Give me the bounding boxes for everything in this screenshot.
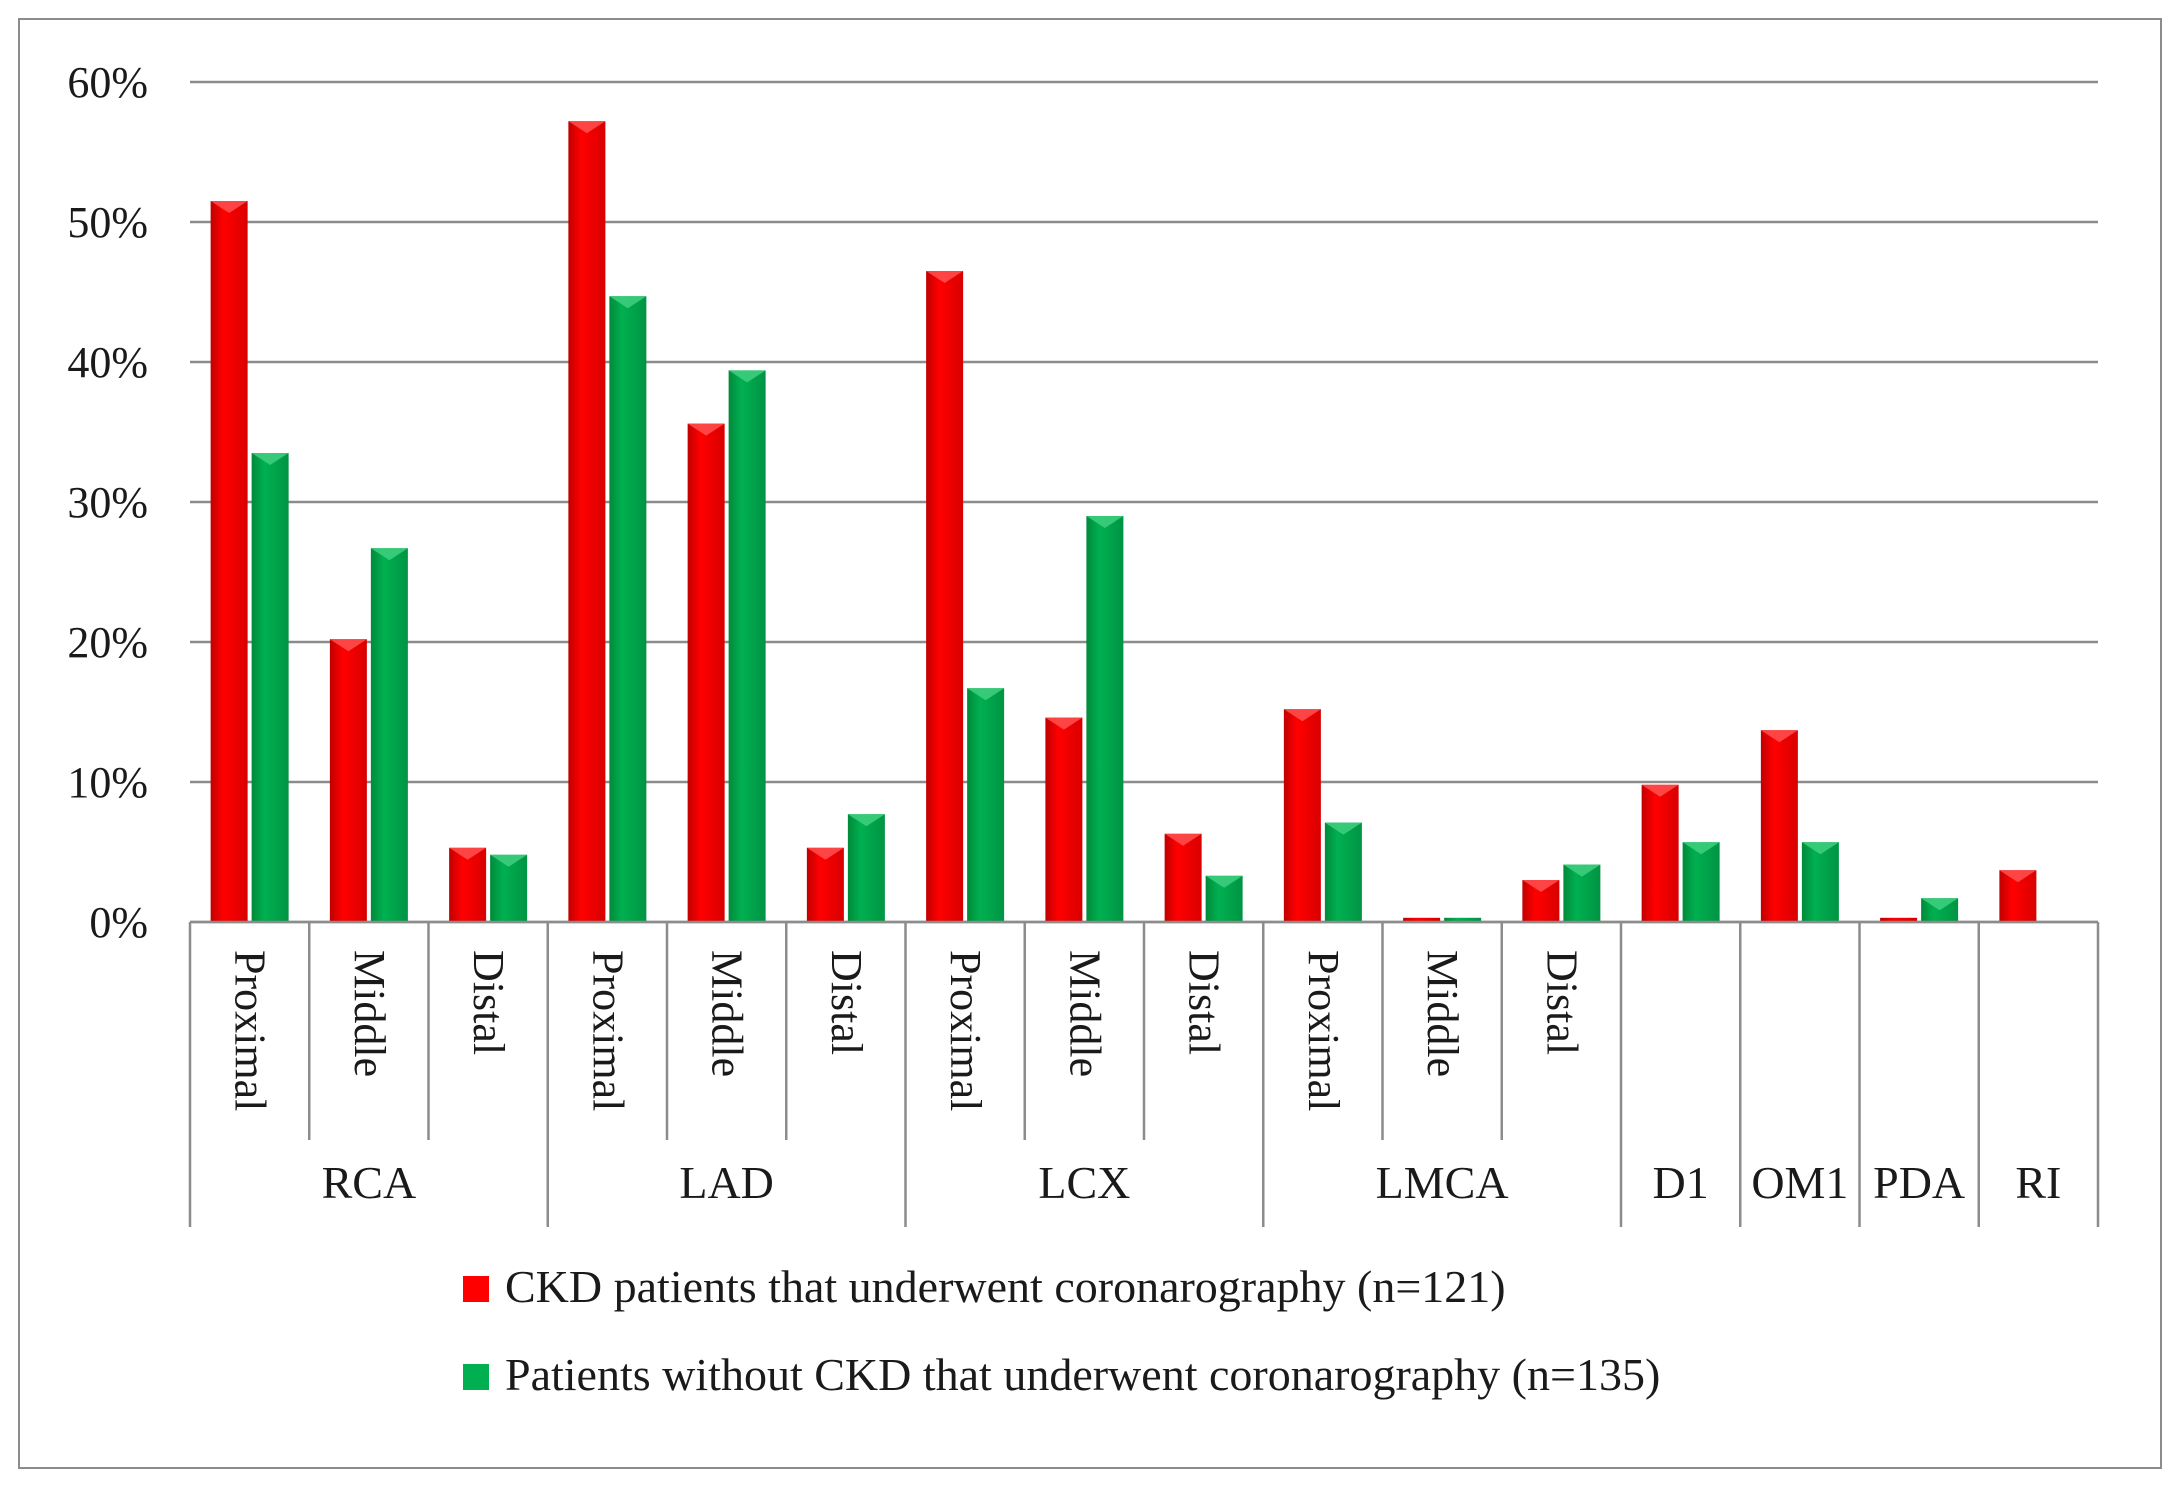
bars: [210, 121, 2037, 922]
bar-bevel: [1563, 864, 1601, 877]
bar-bevel: [210, 201, 248, 213]
bar-bevel: [568, 121, 606, 134]
bar-non-ckd: [1682, 842, 1720, 922]
y-tick-label: 50%: [67, 198, 148, 247]
y-tick-label: 0%: [89, 898, 148, 947]
bar-bevel: [449, 847, 487, 860]
x-sublabel: Middle: [1418, 950, 1467, 1077]
bar-non-ckd: [609, 296, 647, 922]
bar-ckd: [1045, 717, 1083, 922]
bar-non-ckd: [1324, 822, 1362, 922]
bar-ckd: [1641, 784, 1679, 922]
bar-ckd: [1403, 917, 1441, 922]
bar-bevel: [1760, 730, 1798, 743]
bar-bevel: [490, 854, 528, 867]
x-group-label: RCA: [322, 1157, 417, 1208]
x-group-label: OM1: [1751, 1157, 1848, 1208]
gridlines: [190, 80, 2098, 924]
bar-ckd: [1760, 730, 1798, 922]
legend-swatch-non-ckd: [463, 1364, 489, 1390]
x-sublabel: Proximal: [941, 950, 990, 1111]
bar-ckd: [1164, 833, 1202, 922]
legend-label-ckd: CKD patients that underwent coronarograp…: [505, 1261, 1506, 1312]
bar-bevel: [1086, 516, 1124, 528]
bar-bevel: [1164, 833, 1202, 846]
bar-non-ckd: [1086, 516, 1124, 922]
x-sublabel: Proximal: [1299, 950, 1348, 1111]
x-axis: Proximal Middle Distal Proximal Middle Distal…: [188, 920, 2100, 1227]
bar-non-ckd: [1444, 917, 1482, 922]
y-tick-label: 20%: [67, 618, 148, 667]
bar-non-ckd: [370, 548, 408, 922]
bar-bevel: [1045, 717, 1083, 730]
x-sublabel: Distal: [1537, 950, 1586, 1055]
bar-ckd: [210, 201, 248, 922]
bar-non-ckd: [251, 453, 289, 922]
bar-bevel: [251, 453, 289, 465]
legend-label-non-ckd: Patients without CKD that underwent coro…: [505, 1349, 1660, 1400]
bar-bevel: [728, 370, 766, 383]
x-group-label: LCX: [1038, 1157, 1130, 1208]
bar-bevel: [329, 639, 367, 652]
bar-bevel: [967, 688, 1005, 701]
bar-bevel: [1522, 880, 1560, 892]
bar-bevel: [926, 271, 964, 283]
bar-bevel: [847, 814, 885, 827]
bar-bevel: [370, 548, 408, 561]
bar-bevel: [1801, 842, 1839, 855]
bar-ckd: [1880, 917, 1918, 922]
x-sublabel: Distal: [1180, 950, 1229, 1055]
bar-bevel: [687, 423, 725, 436]
x-group-label: PDA: [1873, 1157, 1965, 1208]
bar-bevel: [1999, 870, 2037, 883]
x-sublabel: Distal: [822, 950, 871, 1055]
y-tick-label: 10%: [67, 758, 148, 807]
bar-non-ckd: [1801, 842, 1839, 922]
chart-frame: 0% 10% 20% 30% 40% 50% 60% Proximal Middle Dista…: [18, 18, 2162, 1469]
bar-ckd: [329, 639, 367, 922]
legend-swatch-ckd: [463, 1276, 489, 1302]
bar-ckd: [449, 847, 487, 922]
bar-ckd: [806, 847, 844, 922]
bar-non-ckd: [847, 814, 885, 922]
bar-non-ckd: [967, 688, 1005, 922]
x-sublabel: Middle: [345, 950, 394, 1077]
bar-ckd: [687, 423, 725, 922]
x-sublabel: Middle: [1060, 950, 1109, 1077]
x-sublabel: Proximal: [226, 950, 275, 1111]
y-tick-label: 30%: [67, 478, 148, 527]
bar-bevel: [1641, 784, 1679, 797]
bar-chart: 0% 10% 20% 30% 40% 50% 60% Proximal Middle Dista…: [67, 58, 2100, 1400]
y-axis-ticks: 0% 10% 20% 30% 40% 50% 60%: [67, 58, 148, 947]
bar-non-ckd: [728, 370, 766, 922]
x-group-label: RI: [2015, 1157, 2061, 1208]
bar-ckd: [1283, 709, 1321, 922]
bar-ckd: [926, 271, 964, 922]
x-group-label: LMCA: [1376, 1157, 1509, 1208]
y-tick-label: 40%: [67, 338, 148, 387]
bar-bevel: [806, 847, 844, 860]
x-group-label: LAD: [679, 1157, 774, 1208]
bar-bevel: [1682, 842, 1720, 855]
bar-ckd: [568, 121, 606, 922]
y-tick-label: 60%: [67, 58, 148, 107]
bar-bevel: [1205, 875, 1243, 888]
bar-bevel: [1283, 709, 1321, 722]
bar-bevel: [609, 296, 647, 309]
bar-bevel: [1324, 822, 1362, 835]
x-sublabel: Middle: [703, 950, 752, 1077]
x-sublabel: Distal: [464, 950, 513, 1055]
x-sublabel: Proximal: [583, 950, 632, 1111]
bar-bevel: [1921, 898, 1959, 911]
legend: CKD patients that underwent coronarograp…: [463, 1261, 1660, 1400]
x-group-label: D1: [1653, 1157, 1709, 1208]
